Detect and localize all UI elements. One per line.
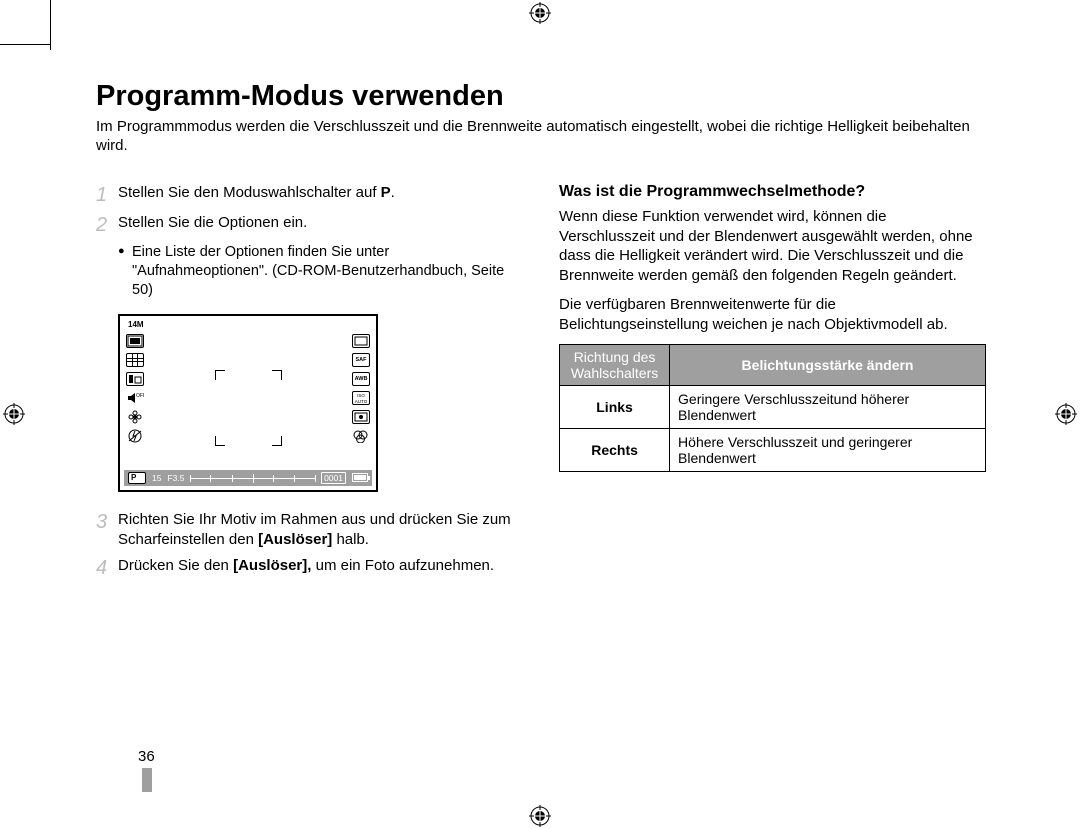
table-header-row: Richtung des Wahlschalters Belichtungsst… [560, 345, 986, 386]
focus-bracket [272, 370, 282, 380]
paragraph-1: Wenn diese Funktion verwendet wird, könn… [559, 207, 986, 285]
color-icon [352, 429, 370, 443]
section-heading: Was ist die Programmwechselmethode? [559, 183, 986, 201]
lcd-resolution: 14M [128, 320, 144, 329]
page: Programm-Modus verwenden Im Programmmodu… [0, 0, 1080, 829]
text: . [391, 184, 395, 201]
step-4: 4 Drücken Sie den [Auslöser], um ein Fot… [96, 556, 511, 580]
ev-scale [190, 473, 315, 483]
lcd-screen: 14M OFF SAF AWB [118, 314, 378, 492]
table-cell: Höhere Verschlusszeit und geringerer Ble… [670, 429, 986, 472]
lcd-left-icons: OFF [126, 334, 144, 443]
iso-auto-icon: ISOAUTO [352, 391, 370, 405]
svg-text:OFF: OFF [136, 393, 144, 399]
audio-off-icon: OFF [126, 391, 144, 405]
step-text: Stellen Sie den Moduswahlschalter auf P. [118, 183, 395, 207]
step-2: 2 Stellen Sie die Optionen ein. [96, 213, 511, 237]
quality-icon [126, 334, 144, 348]
shutter-value: 15 [152, 473, 161, 483]
flash-off-icon [126, 429, 144, 443]
aperture-value: F3.5 [167, 473, 184, 483]
step-2-bullet: ● Eine Liste der Optionen finden Sie unt… [118, 243, 511, 300]
table-header: Richtung des Wahlschalters [560, 345, 670, 386]
step-text: Richten Sie Ihr Motiv im Rahmen aus und … [118, 510, 511, 550]
p-mode-icon: P [128, 472, 146, 484]
table-cell: Geringere Verschlusszeitund höherer Blen… [670, 386, 986, 429]
registration-mark-left [3, 403, 25, 425]
exposure-table: Richtung des Wahlschalters Belichtungsst… [559, 344, 986, 472]
bold-text: P [381, 184, 391, 201]
intro-paragraph: Im Programmmodus werden die Verschlussze… [96, 117, 986, 155]
step-3: 3 Richten Sie Ihr Motiv im Rahmen aus un… [96, 510, 511, 550]
lcd-statusbar: P 15 F3.5 0001 [124, 470, 372, 486]
text: Stellen Sie den Moduswahlschalter auf [118, 184, 381, 201]
saf-icon: SAF [352, 353, 370, 367]
registration-mark-bottom [529, 805, 551, 827]
content: Programm-Modus verwenden Im Programmmodu… [96, 80, 986, 586]
flower-icon [126, 410, 144, 424]
crop-mark [10, 30, 80, 60]
table-header: Belichtungsstärke ändern [670, 345, 986, 386]
drive-icon [352, 334, 370, 348]
awb-icon: AWB [352, 372, 370, 386]
page-number-bar [142, 768, 152, 792]
focus-bracket [215, 370, 225, 380]
text: halb. [332, 531, 369, 548]
step-text: Stellen Sie die Optionen ein. [118, 213, 307, 237]
registration-mark-top [529, 2, 551, 24]
lcd-illustration: 14M OFF SAF AWB [118, 314, 511, 492]
page-title: Programm-Modus verwenden [96, 80, 986, 113]
step-number: 4 [96, 556, 118, 580]
step-1: 1 Stellen Sie den Moduswahlschalter auf … [96, 183, 511, 207]
bold-text: [Auslöser] [258, 531, 332, 548]
counter-value: 0001 [321, 472, 346, 484]
text: Drücken Sie den [118, 557, 233, 574]
metering-icon [352, 410, 370, 424]
text: um ein Foto aufzunehmen. [311, 557, 494, 574]
battery-icon [352, 473, 368, 482]
step-number: 1 [96, 183, 118, 207]
table-row: Rechts Höhere Verschlusszeit und geringe… [560, 429, 986, 472]
paragraph-2: Die verfügbaren Brennweitenwerte für die… [559, 295, 986, 334]
right-column: Was ist die Programmwechselmethode? Wenn… [559, 183, 986, 585]
table-row: Links Geringere Verschlusszeitund höhere… [560, 386, 986, 429]
left-column: 1 Stellen Sie den Moduswahlschalter auf … [96, 183, 511, 585]
table-rowhead: Links [560, 386, 670, 429]
bullet-text: Eine Liste der Optionen finden Sie unter… [132, 243, 511, 300]
mode-icon [126, 372, 144, 386]
table-rowhead: Rechts [560, 429, 670, 472]
registration-mark-right [1055, 403, 1077, 425]
step-number: 3 [96, 510, 118, 550]
bold-text: [Auslöser], [233, 557, 311, 574]
step-text: Drücken Sie den [Auslöser], um ein Foto … [118, 556, 494, 580]
lcd-right-icons: SAF AWB ISOAUTO [352, 334, 370, 443]
columns: 1 Stellen Sie den Moduswahlschalter auf … [96, 183, 986, 585]
bullet-dot: ● [118, 243, 132, 300]
page-number: 36 [138, 748, 155, 765]
grid-icon [126, 353, 144, 367]
focus-bracket [272, 436, 282, 446]
step-number: 2 [96, 213, 118, 237]
focus-bracket [215, 436, 225, 446]
